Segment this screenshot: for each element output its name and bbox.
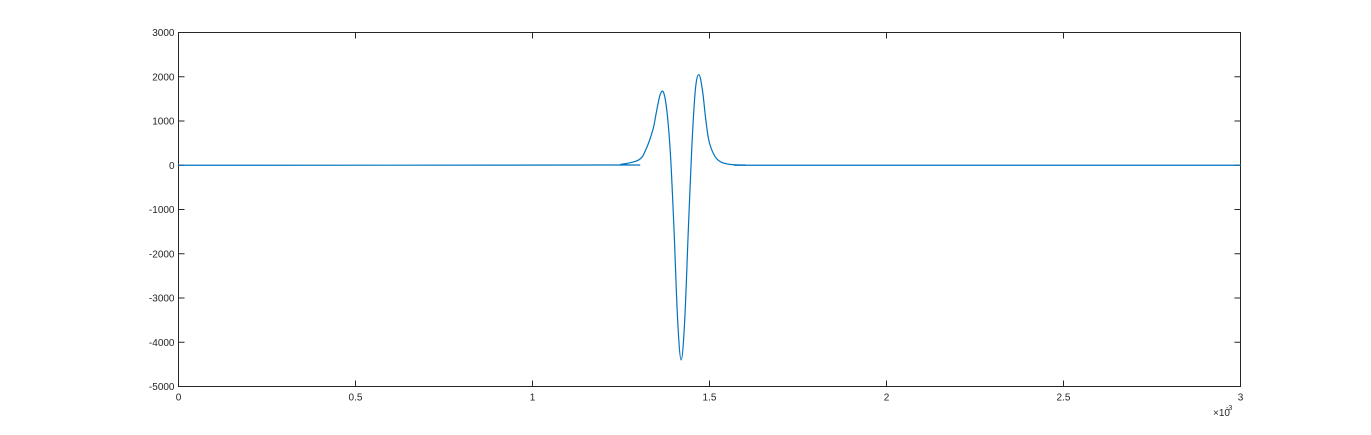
y-tick-label: -3000 [149, 294, 175, 305]
x-axis-exponent-base: ×10 [1213, 408, 1230, 419]
y-tick-label: 3000 [152, 28, 175, 39]
x-tick-label: 1 [530, 393, 536, 404]
x-tick-label: 0.5 [349, 393, 363, 404]
y-tick-label: -5000 [149, 382, 175, 393]
x-axis-exponent-power: -3 [1226, 405, 1232, 412]
y-tick-label: -1000 [149, 205, 175, 216]
y-tick-label: 0 [169, 161, 175, 172]
x-tick-label: 3 [1238, 393, 1244, 404]
x-tick-label: 0 [176, 393, 182, 404]
y-tick-label: -2000 [149, 249, 175, 260]
y-axis-ticks: -5000 -4000 -3000 -2000 -1000 0 1000 2000 3000 [149, 28, 1241, 393]
x-axis-ticks: 0 0.5 1 1.5 2 2.5 3 [176, 32, 1244, 404]
x-tick-label: 2 [884, 393, 890, 404]
x-tick-label: 2.5 [1057, 393, 1071, 404]
x-tick-label: 1.5 [703, 393, 717, 404]
plot-area [178, 32, 1241, 387]
series-layer [177, 73, 1242, 361]
series-line-0 [177, 73, 1242, 361]
y-tick-label: 1000 [152, 117, 175, 128]
y-tick-label: -4000 [149, 338, 175, 349]
y-tick-label: 2000 [152, 72, 175, 83]
